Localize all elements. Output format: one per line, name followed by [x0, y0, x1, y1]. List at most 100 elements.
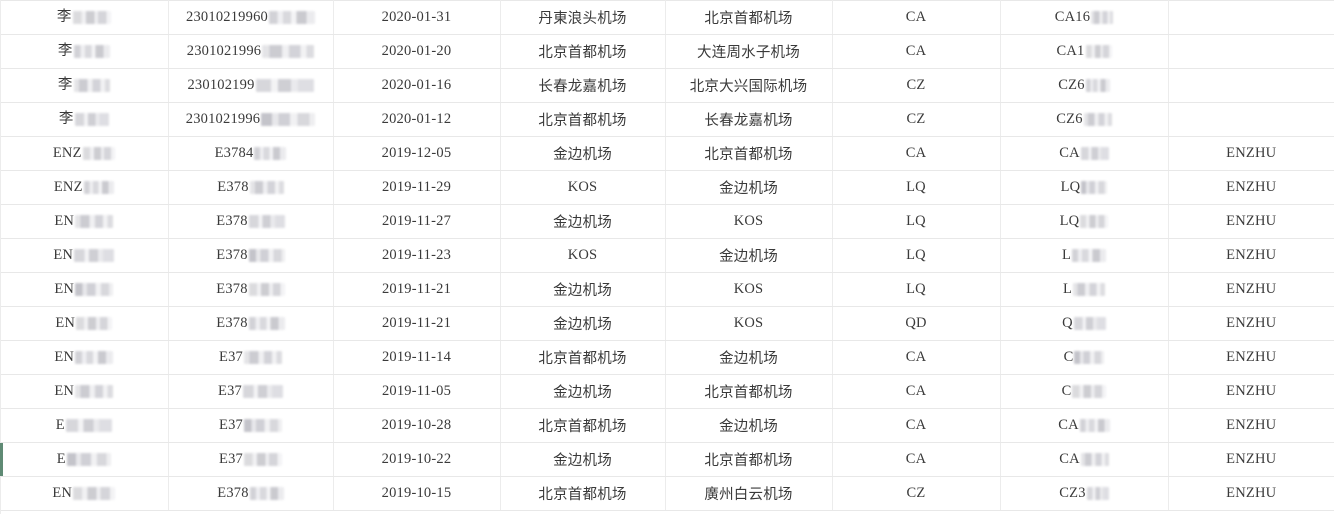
cell-id-number: 2301021996 — [168, 102, 334, 137]
redaction-mosaic — [74, 112, 109, 126]
cell-flight-number: CA — [1000, 408, 1169, 443]
redaction-mosaic — [1091, 10, 1114, 24]
masked-value: 李 — [58, 78, 110, 93]
redaction-mosaic — [1074, 350, 1105, 364]
masked-value: 2301021996 — [186, 112, 316, 127]
table-row[interactable]: EN E37 2019-11-14 北京首都机场 金边机场 CA C ENZHU — [0, 340, 1334, 375]
cell-id-number: E378 — [168, 306, 334, 341]
redaction-mosaic — [1083, 112, 1112, 126]
redaction-mosaic — [242, 384, 283, 398]
visible-prefix: CA1 — [1056, 43, 1085, 59]
table-row[interactable]: EN E37 2019-11-05 金边机场 北京首都机场 CA C ENZHU — [0, 374, 1334, 409]
redaction-mosaic — [73, 44, 110, 58]
visible-prefix: 2301021996 — [186, 43, 262, 59]
table-row[interactable]: EN E378 2019-11-23 KOS 金边机场 LQ L ENZHU — [0, 238, 1334, 273]
visible-prefix: E378 — [217, 485, 249, 501]
cell-departure-airport: 金边机场 — [500, 204, 666, 239]
cell-passenger-name: 李 — [0, 34, 169, 69]
cell-airline-code: LQ — [832, 204, 1001, 239]
table-row[interactable]: 李 23010219960 2020-01-31 丹東浪头机场 北京首都机场 CA CA16 — [0, 0, 1334, 35]
redaction-mosaic — [248, 282, 285, 296]
table-row[interactable]: EN E378 2019-11-21 金边机场 KOS LQ L ENZHU — [0, 272, 1334, 307]
masked-value: E37 — [219, 418, 282, 433]
masked-value: ENZ — [53, 146, 115, 161]
redaction-mosaic — [1085, 78, 1110, 92]
cell-id-number: E37 — [168, 374, 334, 409]
redaction-mosaic — [1073, 316, 1106, 330]
table-row[interactable]: 李 2301021996 2020-01-12 北京首都机场 长春龙嘉机场 CZ CZ6 — [0, 102, 1334, 137]
visible-prefix: E378 — [216, 213, 248, 229]
visible-prefix: EN — [54, 349, 75, 365]
redaction-mosaic — [75, 384, 114, 398]
visible-prefix: EN — [53, 247, 74, 263]
masked-value: E378 — [216, 281, 285, 297]
redaction-mosaic — [76, 316, 113, 330]
visible-prefix: L — [1062, 281, 1073, 297]
table-row[interactable]: 李 2301021996 2020-01-20 北京首都机场 大连周水子机场 CA CA1 — [0, 34, 1334, 69]
cell-airline-code: LQ — [832, 272, 1001, 307]
cell-departure-airport: 北京首都机场 — [500, 476, 666, 511]
table-row[interactable]: ENZ E378 2019-11-29 KOS 金边机场 LQ LQ ENZHU — [0, 170, 1334, 205]
table-row[interactable]: E E37 2019-10-22 金边机场 北京首都机场 CA CA ENZHU — [0, 442, 1334, 477]
cell-arrival-airport: 金边机场 — [665, 238, 833, 273]
cell-departure-airport: 北京首都机场 — [500, 102, 666, 137]
table-row[interactable]: EN E378 2019-10-15 北京首都机场 廣州白云机场 CZ CZ3 ENZHU — [0, 476, 1334, 511]
cell-airline-code: CA — [832, 136, 1001, 171]
redaction-mosaic — [248, 214, 285, 228]
visible-prefix: E378 — [216, 281, 248, 297]
cell-arrival-airport: 大连周水子机场 — [665, 34, 833, 69]
cell-flight-date: 2020-01-16 — [333, 68, 501, 103]
visible-prefix: C — [1061, 383, 1072, 399]
cell-departure-airport: 金边机场 — [500, 136, 666, 171]
cell-flight-number: CA — [1000, 442, 1169, 477]
redaction-mosaic — [248, 316, 285, 330]
cell-airline-code: CA — [832, 0, 1001, 35]
cell-flight-number: L — [1000, 238, 1169, 273]
redaction-mosaic — [1079, 418, 1110, 432]
visible-prefix: CZ6 — [1056, 111, 1083, 127]
cell-arrival-airport: 北京首都机场 — [665, 136, 833, 171]
masked-value: 23010219960 — [186, 10, 315, 25]
cell-flight-date: 2019-11-21 — [333, 272, 501, 307]
cell-departure-airport: 金边机场 — [500, 442, 666, 477]
cell-flight-number: CA — [1000, 136, 1169, 171]
visible-prefix: E37 — [219, 349, 243, 365]
cell-record-tag — [1168, 0, 1334, 35]
redaction-mosaic — [1080, 452, 1109, 466]
cell-arrival-airport: 北京首都机场 — [665, 0, 833, 35]
table-row[interactable]: ENZ E3784 2019-12-05 金边机场 北京首都机场 CA CA ENZHU — [0, 136, 1334, 171]
redaction-mosaic — [268, 10, 315, 24]
masked-value: 李 — [59, 112, 109, 127]
redaction-mosaic — [243, 350, 282, 364]
cell-record-tag — [1168, 68, 1334, 103]
cell-record-tag — [1168, 102, 1334, 137]
cell-id-number: E37 — [168, 442, 334, 477]
redaction-mosaic — [249, 180, 284, 194]
masked-value: C — [1064, 350, 1105, 365]
masked-value: CZ6 — [1056, 111, 1112, 127]
masked-value: EN — [52, 486, 116, 501]
redaction-mosaic — [73, 78, 110, 92]
redaction-mosaic — [65, 418, 112, 432]
table-row[interactable]: EN E378 2019-11-21 金边机场 KOS QD Q ENZHU — [0, 306, 1334, 341]
cell-flight-date: 2019-11-21 — [333, 306, 501, 341]
redaction-mosaic — [73, 486, 116, 500]
masked-value: E378 — [217, 180, 284, 195]
redaction-mosaic — [261, 112, 316, 126]
masked-value: EN — [54, 384, 114, 399]
cell-passenger-name: ENZ — [0, 170, 169, 205]
table-row[interactable]: 李 230102199 2020-01-16 长春龙嘉机场 北京大兴国际机场 CZ CZ6 — [0, 68, 1334, 103]
table-row[interactable]: EN E378 2019-11-27 金边机场 KOS LQ LQ ENZHU — [0, 204, 1334, 239]
redaction-mosaic — [72, 10, 111, 24]
masked-value: EN — [54, 349, 114, 365]
visible-prefix: EN — [54, 213, 75, 229]
visible-prefix: L — [1061, 247, 1072, 263]
visible-prefix: E378 — [216, 315, 248, 331]
redaction-mosaic — [1072, 384, 1107, 398]
cell-departure-airport: 金边机场 — [500, 272, 666, 307]
cell-passenger-name: EN — [0, 204, 169, 239]
table-row[interactable]: E E37 2019-10-28 北京首都机场 金边机场 CA CA ENZHU — [0, 408, 1334, 443]
cell-flight-date: 2019-10-28 — [333, 408, 501, 443]
cell-record-tag: ENZHU — [1168, 272, 1334, 307]
cell-departure-airport: 长春龙嘉机场 — [500, 68, 666, 103]
